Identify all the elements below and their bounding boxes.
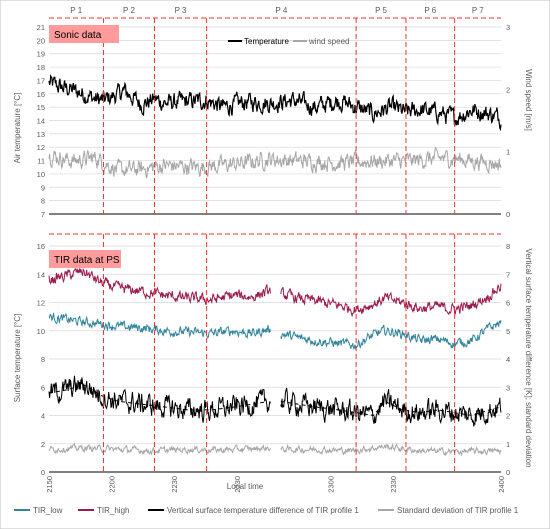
- legend-temperature-label: Temperature: [244, 37, 289, 46]
- bottom-y-tick-label: 12: [37, 299, 45, 308]
- bottom-vertical-diff-trend: [48, 384, 499, 417]
- top-y2-tick-label: 0: [506, 210, 510, 219]
- bottom-y2-tick-label: 3: [506, 383, 510, 392]
- bottom-x-tick-label: 2330: [389, 476, 398, 493]
- top-y-tick-label: 14: [37, 117, 45, 126]
- top-y2-axis-label: Wind speed [m/s]: [524, 69, 533, 131]
- bottom-y2-tick-label: 5: [506, 327, 510, 336]
- legend-tir-low-label: TIR_low: [33, 506, 63, 515]
- bottom-x-axis-label: Local time: [227, 482, 264, 491]
- top-y-tick-label: 11: [37, 157, 45, 166]
- bottom-x-tick-label: 2300: [327, 476, 336, 493]
- period-label: P 6: [424, 6, 436, 15]
- bottom-series-tir-low: [48, 312, 502, 351]
- bottom-x-tick-label: 2230: [170, 476, 179, 493]
- bottom-y-axis-label: Surface temperature [°C]: [13, 314, 22, 403]
- bottom-period-markers: [49, 233, 501, 472]
- top-y-tick-label: 12: [37, 143, 45, 152]
- top-y-tick-label: 8: [41, 197, 45, 206]
- bottom-y2-tick-label: 4: [506, 355, 510, 364]
- top-series-group: [48, 73, 502, 179]
- period-label: P 2: [123, 6, 135, 15]
- bottom-series-group: [48, 267, 502, 457]
- top-y-tick-label: 13: [37, 130, 45, 139]
- top-y-tick-label: 19: [37, 50, 45, 59]
- bottom-x-tick-label: 2400: [497, 476, 506, 493]
- legend-wind-speed-label: wind speed: [308, 37, 349, 46]
- top-y-tick-label: 15: [37, 103, 45, 112]
- bottom-x-tick-label: 2150: [45, 476, 54, 493]
- bottom-y-tick-label: 16: [37, 242, 45, 251]
- bottom-y-tick-label: 2: [41, 440, 45, 449]
- period-label: P 1: [70, 6, 82, 15]
- top-y2-tick-label: 1: [506, 148, 510, 157]
- top-y2-tick-label: 2: [506, 85, 510, 94]
- top-y-tick-label: 10: [37, 170, 45, 179]
- legend-vertical-diff-label: Vertical surface temperature difference …: [167, 506, 359, 515]
- bottom-x-tick-label: 2230: [233, 476, 242, 493]
- legend-std-dev-label: Standard deviation of TIR profile 1: [397, 506, 519, 515]
- top-y-tick-label: 21: [37, 23, 45, 32]
- bottom-legend: TIR_low TIR_high Vertical surface temper…: [14, 506, 519, 515]
- top-period-markers: P 1 P 2 P 3 P 4 P 5 P 6 P 7: [49, 6, 501, 214]
- top-series-temperature: [48, 73, 502, 132]
- bottom-y2-tick-label: 1: [506, 440, 510, 449]
- bottom-y2-tick-label: 7: [506, 270, 510, 279]
- bottom-series-standard-deviation-of-tir-profile-1: [48, 442, 502, 457]
- bottom-y2-tick-label: 8: [506, 242, 510, 251]
- top-gridlines: [49, 26, 501, 215]
- period-label: P 7: [472, 6, 484, 15]
- top-legend: Temperature wind speed: [228, 37, 349, 46]
- top-y-tick-label: 20: [37, 36, 45, 45]
- bottom-y2-tick-label: 0: [506, 468, 510, 477]
- top-y2-tick-label: 3: [506, 23, 510, 32]
- top-y-tick-label: 18: [37, 63, 45, 72]
- bottom-y2-tick-label: 6: [506, 299, 510, 308]
- top-y-tick-label: 17: [37, 76, 45, 85]
- bottom-y-tick-label: 4: [41, 412, 45, 421]
- top-y-tick-label: 7: [41, 210, 45, 219]
- bottom-title-box: [49, 250, 121, 268]
- bottom-y2-axis-label: Vertical surface temperature difference …: [524, 248, 533, 467]
- bottom-y2-tick-label: 2: [506, 412, 510, 421]
- bottom-y-tick-label: 8: [41, 355, 45, 364]
- top-y-tick-label: 9: [41, 183, 45, 192]
- bottom-y-tick-label: 6: [41, 383, 45, 392]
- bottom-y-tick-label: 14: [37, 270, 45, 279]
- bottom-title: TIR data at PS: [54, 255, 120, 266]
- top-series-wind-speed: [48, 146, 502, 179]
- top-y-tick-label: 16: [37, 90, 45, 99]
- bottom-y-tick-label: 0: [41, 468, 45, 477]
- top-title: Sonic data: [54, 30, 102, 41]
- period-label: P 5: [375, 6, 387, 15]
- bottom-series-vertical-surface-temperature-difference-of-tir-profile-1: [48, 375, 502, 427]
- period-label: P 4: [275, 6, 287, 15]
- bottom-series-tir-high: [48, 267, 502, 318]
- period-label: P 3: [175, 6, 187, 15]
- bottom-y-tick-label: 10: [37, 327, 45, 336]
- bottom-x-tick-label: 2200: [108, 476, 117, 493]
- top-y-axis-label: Air temperature [°C]: [13, 93, 22, 164]
- legend-tir-high-label: TIR_high: [97, 506, 129, 515]
- top-title-box: [49, 25, 119, 43]
